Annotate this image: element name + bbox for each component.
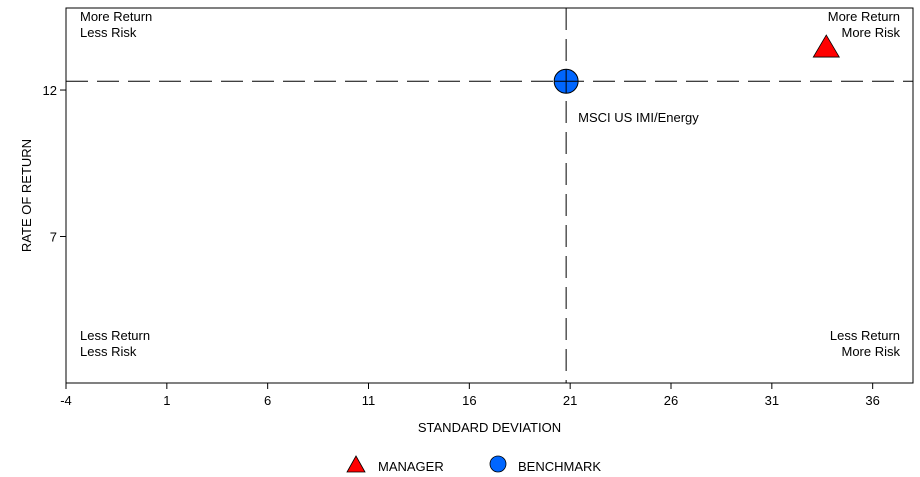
x-axis-label: STANDARD DEVIATION: [418, 420, 561, 435]
legend: MANAGER BENCHMARK: [346, 455, 601, 474]
x-tick-label: 36: [865, 393, 879, 408]
legend-manager-label: MANAGER: [378, 459, 444, 474]
x-tick-label: 21: [563, 393, 577, 408]
data-points: MSCI US IMI/Energy: [553, 34, 840, 125]
x-tick-label: 1: [163, 393, 170, 408]
x-tick-label: 16: [462, 393, 476, 408]
quadrant-label-bottom-left: Less Return: [80, 328, 150, 343]
x-tick-label: 26: [664, 393, 678, 408]
point-label: MSCI US IMI/Energy: [578, 110, 699, 125]
x-tick-label: -4: [60, 393, 72, 408]
quadrant-label-top-right: More Risk: [841, 25, 900, 40]
manager-point-triangle-icon: [812, 34, 840, 58]
x-axis-ticks: -4 1 6 11 16 21 26 31 36: [60, 383, 880, 408]
quadrant-label-bottom-right: More Risk: [841, 344, 900, 359]
y-tick-label: 7: [50, 230, 57, 245]
x-tick-label: 11: [362, 393, 376, 408]
y-axis-ticks: 7 12: [43, 83, 66, 245]
y-axis-label: RATE OF RETURN: [19, 139, 34, 252]
quadrant-label-bottom-left: Less Risk: [80, 344, 137, 359]
quadrant-label-bottom-right: Less Return: [830, 328, 900, 343]
plot-area: [65, 7, 914, 384]
quadrant-label-top-left: Less Risk: [80, 25, 137, 40]
legend-manager-marker-icon: [346, 455, 366, 473]
quadrant-label-top-left: More Return: [80, 9, 152, 24]
legend-benchmark-label: BENCHMARK: [518, 459, 601, 474]
legend-benchmark-marker-icon: [489, 455, 507, 473]
x-tick-label: 31: [765, 393, 779, 408]
quadrant-label-top-right: More Return: [828, 9, 900, 24]
y-tick-label: 12: [43, 83, 57, 98]
x-tick-label: 6: [264, 393, 271, 408]
